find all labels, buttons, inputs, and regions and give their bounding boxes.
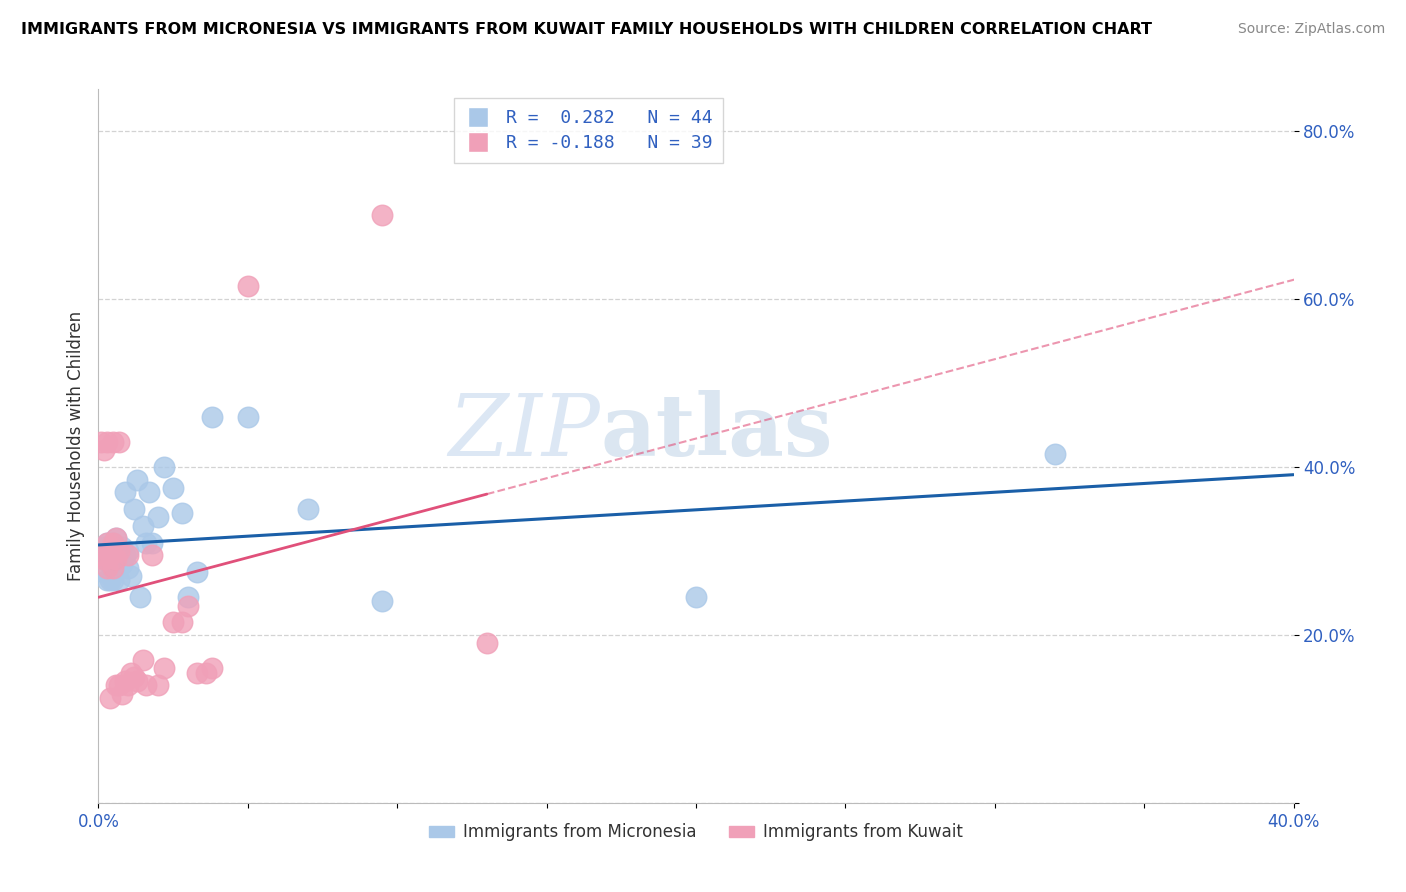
Point <box>108 544 131 558</box>
Point <box>103 535 125 549</box>
Point <box>148 678 170 692</box>
Point <box>177 590 200 604</box>
Point <box>90 434 112 449</box>
Point <box>105 557 128 571</box>
Point <box>105 544 128 558</box>
Point <box>138 485 160 500</box>
Point <box>103 565 125 579</box>
Point <box>117 678 139 692</box>
Point <box>124 502 146 516</box>
Point <box>297 502 319 516</box>
Point <box>124 670 146 684</box>
Point <box>132 518 155 533</box>
Point <box>117 560 139 574</box>
Point <box>108 544 131 558</box>
Point <box>96 535 118 549</box>
Point <box>103 548 125 562</box>
Point <box>195 665 218 680</box>
Point <box>135 678 157 692</box>
Point <box>103 434 125 449</box>
Point <box>177 599 200 613</box>
Text: atlas: atlas <box>600 390 832 474</box>
Point <box>114 548 136 562</box>
Point <box>371 594 394 608</box>
Point <box>117 548 139 562</box>
Point <box>105 552 128 566</box>
Point <box>141 535 163 549</box>
Point <box>148 510 170 524</box>
Point <box>93 443 115 458</box>
Point <box>96 560 118 574</box>
Point <box>93 540 115 554</box>
Text: ZIP: ZIP <box>449 391 600 473</box>
Point <box>105 532 128 546</box>
Point <box>236 279 259 293</box>
Point <box>132 653 155 667</box>
Point <box>162 615 184 630</box>
Point <box>162 481 184 495</box>
Point <box>186 665 208 680</box>
Point <box>127 674 149 689</box>
Point <box>120 665 142 680</box>
Point <box>114 485 136 500</box>
Point <box>172 615 194 630</box>
Point <box>96 535 118 549</box>
Point <box>371 208 394 222</box>
Point <box>103 535 125 549</box>
Point <box>98 548 122 562</box>
Point <box>1043 447 1066 461</box>
Point <box>153 460 176 475</box>
Point <box>114 674 136 689</box>
Text: IMMIGRANTS FROM MICRONESIA VS IMMIGRANTS FROM KUWAIT FAMILY HOUSEHOLDS WITH CHIL: IMMIGRANTS FROM MICRONESIA VS IMMIGRANTS… <box>21 22 1152 37</box>
Point <box>236 409 259 424</box>
Point <box>98 557 122 571</box>
Point <box>105 532 128 546</box>
Point <box>90 548 112 562</box>
Point <box>103 574 125 588</box>
Point <box>111 540 134 554</box>
Point <box>108 574 131 588</box>
Point <box>186 565 208 579</box>
Legend: Immigrants from Micronesia, Immigrants from Kuwait: Immigrants from Micronesia, Immigrants f… <box>423 817 969 848</box>
Point <box>108 678 131 692</box>
Point <box>96 574 118 588</box>
Point <box>475 636 498 650</box>
Point <box>685 590 707 604</box>
Point <box>103 560 125 574</box>
Point <box>201 661 224 675</box>
Point <box>98 574 122 588</box>
Point <box>120 569 142 583</box>
Point <box>93 552 115 566</box>
Point <box>96 548 118 562</box>
Point <box>108 434 131 449</box>
Point <box>141 548 163 562</box>
Point <box>172 506 194 520</box>
Point <box>127 473 149 487</box>
Y-axis label: Family Households with Children: Family Households with Children <box>66 311 84 581</box>
Point <box>93 565 115 579</box>
Point <box>96 434 118 449</box>
Point <box>153 661 176 675</box>
Point <box>105 678 128 692</box>
Point <box>135 535 157 549</box>
Point <box>129 590 152 604</box>
Point <box>201 409 224 424</box>
Point <box>111 687 134 701</box>
Point <box>111 557 134 571</box>
Text: Source: ZipAtlas.com: Source: ZipAtlas.com <box>1237 22 1385 37</box>
Point <box>90 548 112 562</box>
Point <box>117 544 139 558</box>
Point <box>98 544 122 558</box>
Point <box>98 690 122 705</box>
